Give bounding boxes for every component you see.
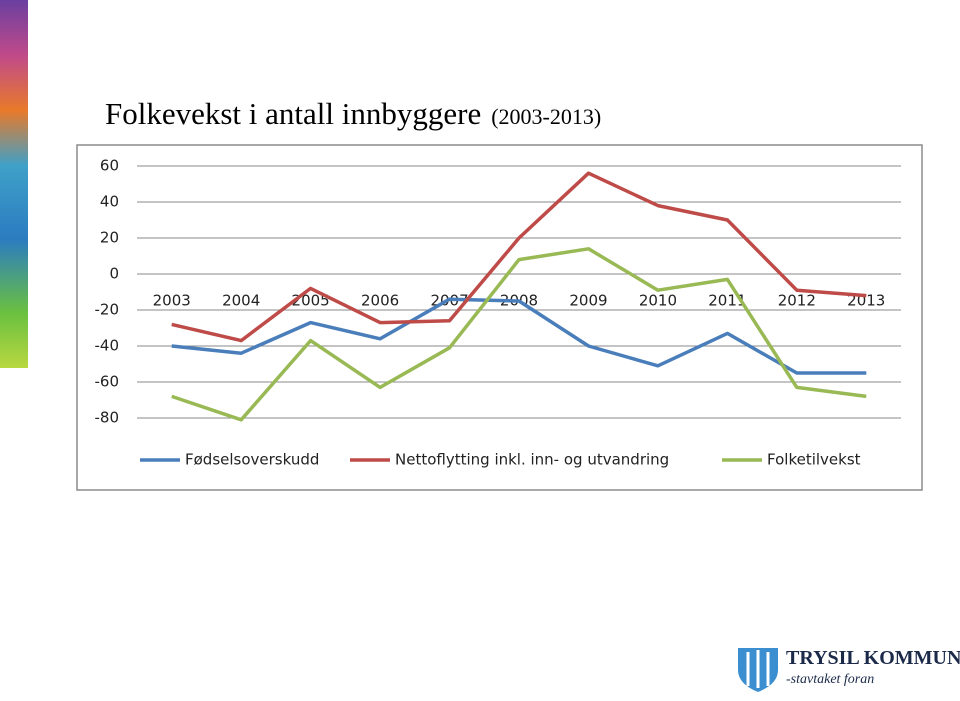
x-tick-label: 2004 — [222, 292, 260, 310]
x-tick-label: 2010 — [639, 292, 677, 310]
series-line — [171, 171, 867, 343]
series-line — [171, 297, 867, 375]
logo-slogan: -stavtaket foran — [786, 672, 874, 687]
logo: TRYSIL KOMMUNE -stavtaket foran — [738, 647, 960, 692]
y-tick-label: 20 — [100, 229, 119, 247]
y-tick-label: -60 — [95, 373, 120, 391]
y-tick-label: 60 — [100, 157, 119, 175]
y-tick-label: 0 — [109, 265, 119, 283]
subtitle: (2003-2013) — [491, 104, 601, 129]
x-tick-label: 2006 — [361, 292, 399, 310]
y-tick-label: -80 — [95, 409, 120, 427]
x-tick-label: 2003 — [153, 292, 191, 310]
logo-staves — [746, 650, 770, 688]
y-tick-label: -20 — [95, 301, 120, 319]
x-tick-label: 2009 — [569, 292, 607, 310]
x-tick-label: 2012 — [778, 292, 816, 310]
title: Folkevekst i antall innbyggere — [105, 96, 481, 131]
legend-label: Fødselsoverskudd — [185, 451, 319, 469]
y-tick-label: -40 — [95, 337, 120, 355]
slide-title: Folkevekst i antall innbyggere (2003-2013… — [105, 96, 601, 131]
legend-label: Folketilvekst — [767, 451, 861, 469]
y-tick-label: 40 — [100, 193, 119, 211]
chart-frame — [76, 144, 923, 491]
legend-label: Nettoflytting inkl. inn- og utvandring — [395, 451, 669, 469]
series-line — [171, 247, 867, 422]
decor-strip — [0, 0, 28, 368]
logo-name: TRYSIL KOMMUNE — [786, 647, 960, 669]
